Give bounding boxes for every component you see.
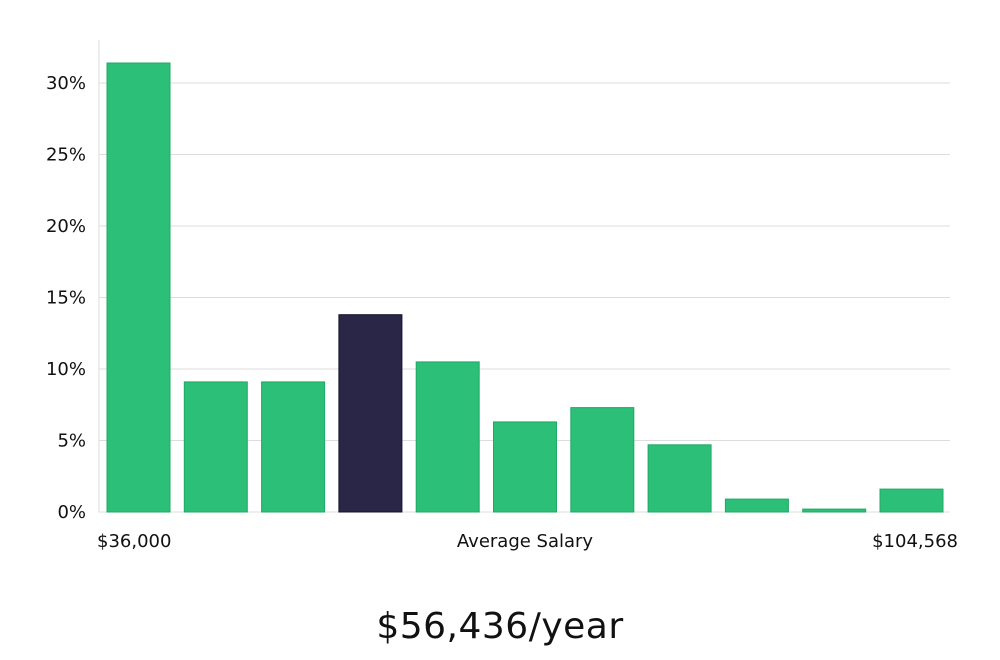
x-axis-max-label: $104,568	[872, 531, 958, 552]
bar-highlighted	[338, 314, 403, 513]
y-axis-tick-labels: 0% 5% 10% 15% 20% 25% 30%	[46, 73, 86, 523]
x-axis-label: Average Salary	[457, 531, 594, 552]
y-tick-label: 5%	[57, 431, 86, 452]
bar	[415, 361, 480, 513]
y-tick-label: 20%	[46, 216, 86, 237]
bars	[106, 62, 944, 513]
bar	[724, 498, 789, 513]
y-tick-label: 30%	[46, 73, 86, 94]
bar	[802, 508, 867, 513]
bar	[879, 488, 944, 513]
average-salary-headline: $56,436/year	[376, 606, 624, 647]
y-tick-label: 10%	[46, 359, 86, 380]
bar	[570, 407, 635, 513]
y-tick-label: 0%	[57, 502, 86, 523]
y-tick-label: 25%	[46, 145, 86, 166]
bar	[106, 62, 171, 513]
bar	[261, 381, 326, 513]
bar	[647, 444, 712, 513]
y-tick-label: 15%	[46, 288, 86, 309]
x-axis-min-label: $36,000	[97, 531, 171, 552]
bar	[183, 381, 248, 513]
bar	[493, 421, 557, 513]
salary-histogram: 0% 5% 10% 15% 20% 25% 30% $36,000 Average Sala…	[46, 40, 958, 552]
